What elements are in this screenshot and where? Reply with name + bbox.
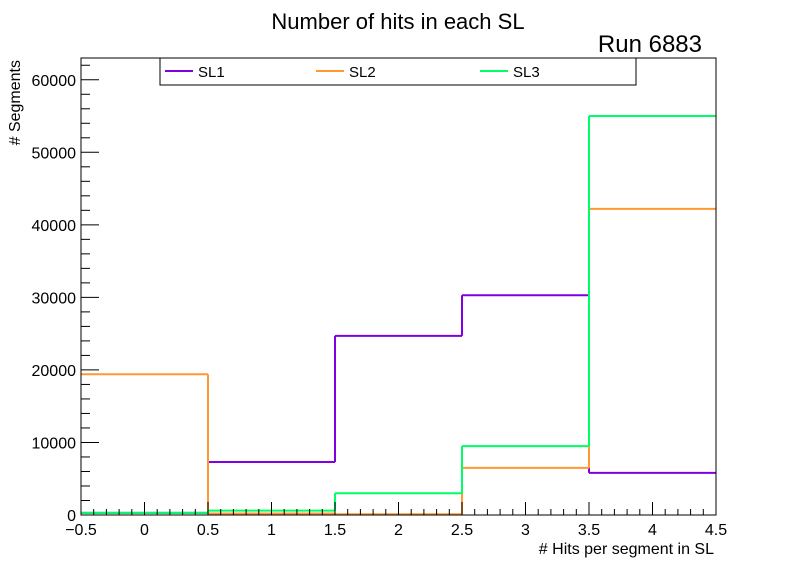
x-tick-label-0: 0	[140, 522, 149, 539]
y-tick-label-50000: 50000	[32, 145, 77, 162]
legend-box	[159, 57, 637, 86]
chart-title: Number of hits in each SL	[271, 9, 524, 34]
y-axis-title: # Segments	[7, 60, 24, 145]
y-tick-label-40000: 40000	[32, 218, 77, 235]
y-tick-label-20000: 20000	[32, 363, 77, 380]
x-tick-label-2: 2	[394, 522, 403, 539]
x-tick-label-1_5: 1.5	[324, 522, 346, 539]
series-sl1	[81, 294, 716, 514]
y-tick-label-30000: 30000	[32, 290, 77, 307]
x-tick-label-2_5: 2.5	[451, 522, 473, 539]
y-tick-label-60000: 60000	[32, 73, 77, 90]
x-tick-label-m0_5: −0.5	[65, 522, 97, 539]
legend: SL1 SL2 SL3	[159, 57, 637, 86]
series-sl3	[81, 115, 716, 514]
y-tick-label-10000: 10000	[32, 435, 77, 452]
series-sl2	[81, 207, 716, 516]
series-layer	[81, 115, 716, 516]
legend-label-sl3: SL3	[513, 64, 540, 81]
axis-ticks: −0.5 0 0.5 1 1.5 2 2.5 3 3.5 4 4.50100002000030000…	[32, 64, 727, 539]
x-tick-label-4_5: 4.5	[705, 522, 727, 539]
x-axis-title: # Hits per segment in SL	[539, 541, 714, 558]
legend-label-sl1: SL1	[198, 64, 225, 81]
run-label: Run 6883	[598, 31, 702, 58]
x-tick-label-0_5: 0.5	[197, 522, 219, 539]
x-tick-label-3_5: 3.5	[578, 522, 600, 539]
y-tick-label-0: 0	[67, 508, 76, 525]
legend-label-sl2: SL2	[349, 64, 376, 81]
plot-frame	[80, 57, 717, 516]
x-tick-label-1: 1	[267, 522, 276, 539]
x-tick-label-3: 3	[521, 522, 530, 539]
x-tick-label-4: 4	[648, 522, 657, 539]
